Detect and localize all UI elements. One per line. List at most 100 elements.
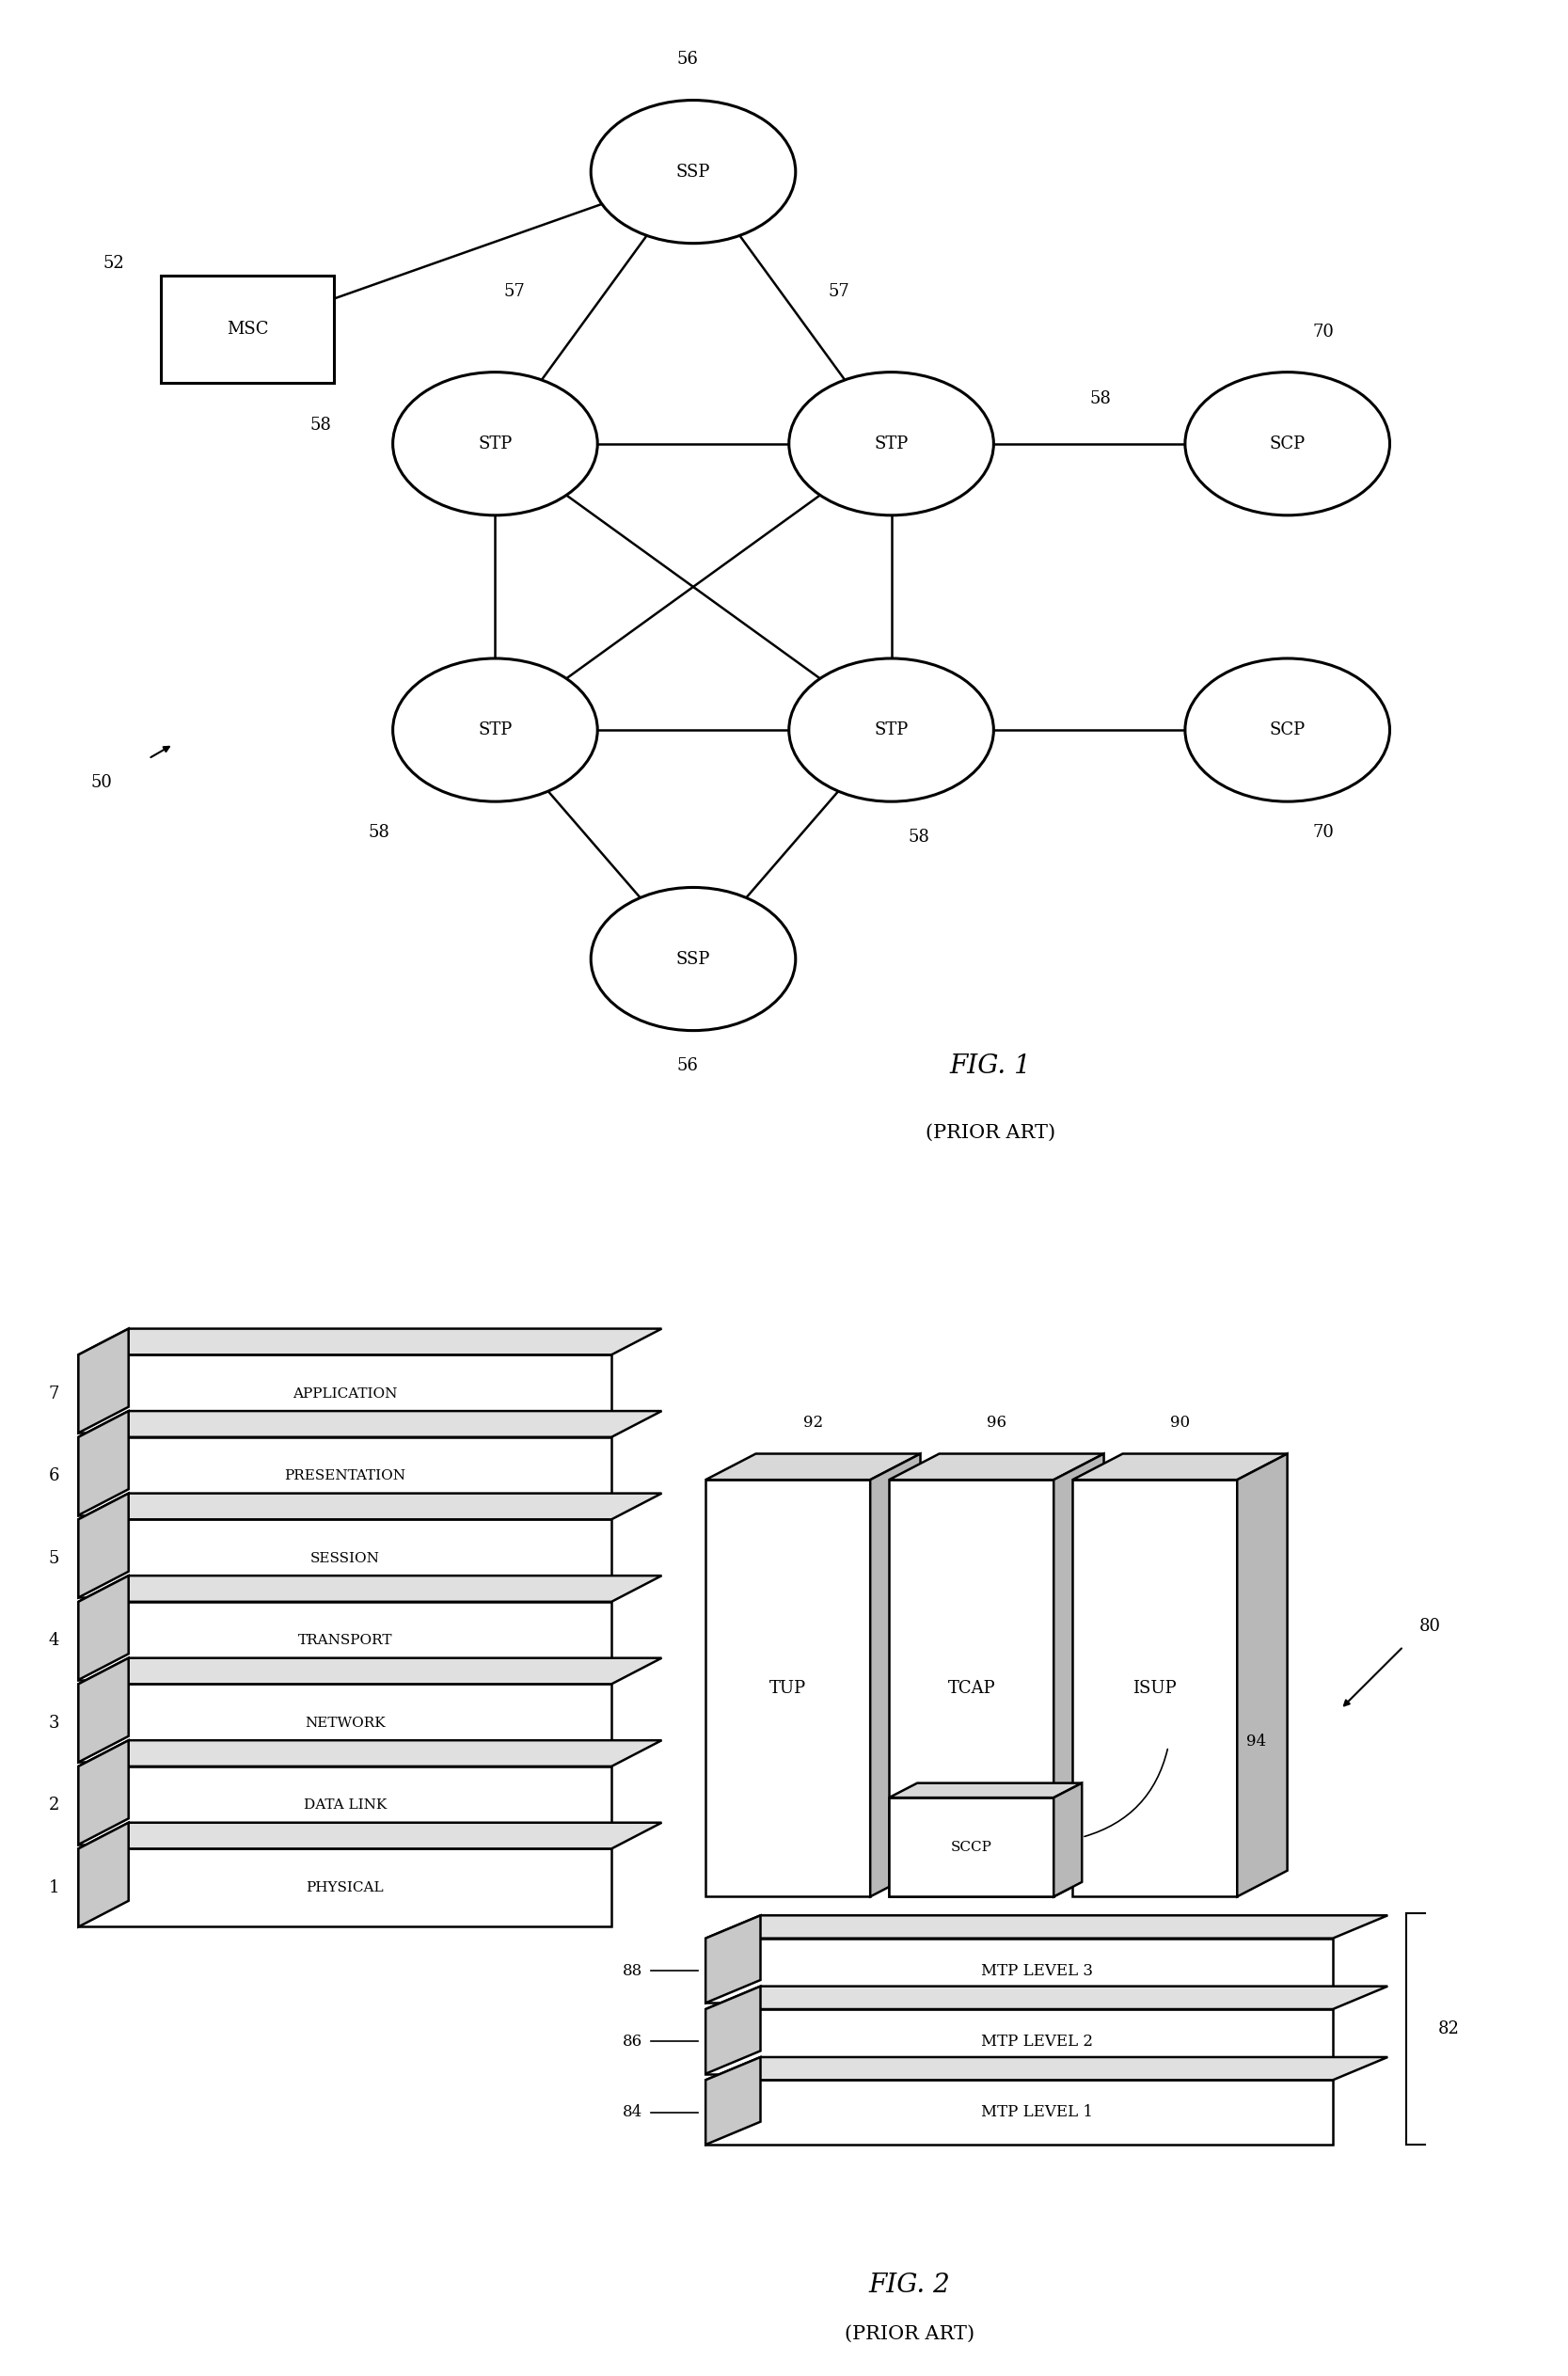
Polygon shape xyxy=(78,1495,662,1518)
Polygon shape xyxy=(706,1915,1388,1939)
Polygon shape xyxy=(78,1739,129,1844)
Polygon shape xyxy=(706,2058,1388,2079)
Text: 58: 58 xyxy=(1090,390,1110,406)
Text: 58: 58 xyxy=(908,829,930,846)
Text: STP: STP xyxy=(478,435,513,451)
Text: (PRIOR ART): (PRIOR ART) xyxy=(925,1124,1055,1140)
Polygon shape xyxy=(706,1939,1333,2003)
Polygon shape xyxy=(889,1799,1054,1896)
Text: NETWORK: NETWORK xyxy=(304,1715,386,1730)
Text: MTP LEVEL 2: MTP LEVEL 2 xyxy=(982,2034,1093,2050)
Polygon shape xyxy=(706,1454,920,1480)
Polygon shape xyxy=(78,1685,612,1763)
Polygon shape xyxy=(78,1765,612,1844)
Polygon shape xyxy=(1054,1782,1082,1896)
Text: 6: 6 xyxy=(49,1468,60,1485)
Polygon shape xyxy=(78,1658,662,1685)
Text: SCP: SCP xyxy=(1270,722,1305,739)
Text: APPLICATION: APPLICATION xyxy=(293,1388,397,1399)
Bar xyxy=(162,276,334,383)
Polygon shape xyxy=(78,1328,662,1354)
Text: 70: 70 xyxy=(1312,824,1334,841)
Text: 1: 1 xyxy=(49,1879,60,1896)
Text: 82: 82 xyxy=(1438,2020,1460,2039)
Text: 56: 56 xyxy=(677,1057,698,1074)
Polygon shape xyxy=(706,1480,870,1896)
Text: ISUP: ISUP xyxy=(1134,1680,1176,1696)
Text: 2: 2 xyxy=(49,1796,60,1813)
Text: 58: 58 xyxy=(310,416,332,432)
Text: 7: 7 xyxy=(49,1385,60,1402)
Polygon shape xyxy=(1073,1454,1287,1480)
Ellipse shape xyxy=(591,886,795,1031)
Text: 4: 4 xyxy=(49,1632,60,1649)
Text: 5: 5 xyxy=(49,1549,60,1566)
Polygon shape xyxy=(706,1986,760,2074)
Ellipse shape xyxy=(789,658,994,801)
Polygon shape xyxy=(78,1658,129,1763)
Ellipse shape xyxy=(789,373,994,516)
Text: (PRIOR ART): (PRIOR ART) xyxy=(845,2326,974,2343)
Polygon shape xyxy=(706,2058,760,2146)
Polygon shape xyxy=(889,1454,1104,1480)
Polygon shape xyxy=(889,1782,1082,1799)
Polygon shape xyxy=(78,1518,612,1597)
Polygon shape xyxy=(78,1575,129,1680)
Polygon shape xyxy=(78,1575,662,1601)
Polygon shape xyxy=(889,1480,1054,1896)
Polygon shape xyxy=(78,1437,612,1516)
Text: 84: 84 xyxy=(622,2105,643,2119)
Text: 96: 96 xyxy=(986,1414,1007,1430)
Polygon shape xyxy=(78,1822,662,1849)
Polygon shape xyxy=(78,1495,129,1597)
Text: 90: 90 xyxy=(1170,1414,1190,1430)
Text: TCAP: TCAP xyxy=(947,1680,996,1696)
Polygon shape xyxy=(78,1849,612,1927)
Text: FIG. 2: FIG. 2 xyxy=(869,2274,950,2298)
Polygon shape xyxy=(78,1822,129,1927)
Text: 57: 57 xyxy=(503,283,525,299)
Polygon shape xyxy=(706,2010,1333,2074)
Text: 56: 56 xyxy=(677,52,698,69)
Text: 94: 94 xyxy=(1247,1734,1267,1749)
Polygon shape xyxy=(1237,1454,1287,1896)
Ellipse shape xyxy=(591,100,795,242)
Text: FIG. 1: FIG. 1 xyxy=(950,1053,1032,1079)
Text: MSC: MSC xyxy=(227,321,268,337)
Polygon shape xyxy=(78,1411,129,1516)
Text: 52: 52 xyxy=(103,254,124,273)
Text: 70: 70 xyxy=(1312,323,1334,340)
Text: TUP: TUP xyxy=(770,1680,806,1696)
Text: 50: 50 xyxy=(91,775,113,791)
Text: SSP: SSP xyxy=(676,164,710,181)
Polygon shape xyxy=(78,1739,662,1765)
Text: STP: STP xyxy=(875,722,908,739)
Text: PHYSICAL: PHYSICAL xyxy=(306,1882,384,1894)
Ellipse shape xyxy=(1185,373,1389,516)
Ellipse shape xyxy=(394,373,597,516)
Text: 92: 92 xyxy=(803,1414,823,1430)
Text: 58: 58 xyxy=(368,824,389,841)
Text: 3: 3 xyxy=(49,1715,60,1732)
Text: SESSION: SESSION xyxy=(310,1552,379,1566)
Text: 80: 80 xyxy=(1419,1618,1441,1635)
Text: STP: STP xyxy=(478,722,513,739)
Text: DATA LINK: DATA LINK xyxy=(304,1799,386,1813)
Ellipse shape xyxy=(394,658,597,801)
Polygon shape xyxy=(706,1986,1388,2010)
Polygon shape xyxy=(706,2079,1333,2146)
Text: 86: 86 xyxy=(622,2034,643,2050)
Polygon shape xyxy=(78,1601,612,1680)
Polygon shape xyxy=(1073,1480,1237,1896)
Text: STP: STP xyxy=(875,435,908,451)
Polygon shape xyxy=(78,1328,129,1433)
Ellipse shape xyxy=(1185,658,1389,801)
Polygon shape xyxy=(870,1454,920,1896)
Text: MTP LEVEL 1: MTP LEVEL 1 xyxy=(982,2105,1093,2119)
Text: SCP: SCP xyxy=(1270,435,1305,451)
Polygon shape xyxy=(1054,1454,1104,1896)
Polygon shape xyxy=(78,1354,612,1433)
Text: MTP LEVEL 3: MTP LEVEL 3 xyxy=(982,1963,1093,1979)
Text: 57: 57 xyxy=(828,283,850,299)
Polygon shape xyxy=(706,1915,760,2003)
